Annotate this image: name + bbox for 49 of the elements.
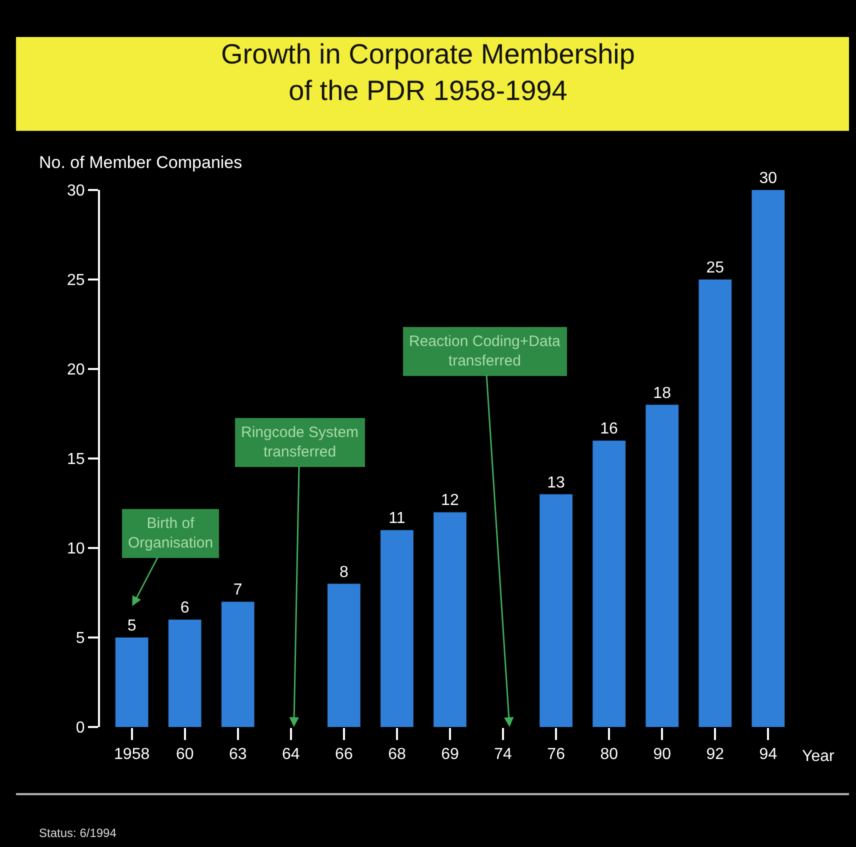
x-tick-label: 60 (176, 746, 194, 764)
annotation: Reaction Coding+Data transferred (409, 333, 562, 370)
x-tick-label: 94 (759, 746, 778, 764)
data-label: 7 (233, 582, 242, 599)
data-label: 30 (759, 170, 778, 187)
x-axis-title: Year (802, 748, 835, 765)
data-label: 12 (441, 492, 459, 510)
y-tick-label: 20 (67, 362, 85, 379)
y-tick-label: 30 (67, 182, 85, 200)
data-label: 8 (339, 564, 348, 581)
y-tick-label: 15 (67, 451, 85, 468)
bar (698, 280, 732, 727)
x-tick-label: 64 (282, 746, 300, 764)
y-tick-label: 0 (76, 720, 85, 737)
y-tick-label: 10 (67, 540, 85, 558)
x-tick-label: 69 (441, 746, 459, 764)
data-label: 11 (388, 510, 406, 528)
data-label: 5 (127, 618, 136, 634)
bar (168, 620, 202, 727)
bar (328, 584, 360, 727)
data-label: 13 (547, 474, 566, 492)
x-tick-label: 74 (494, 746, 512, 764)
x-tick-label: 68 (388, 746, 406, 764)
x-tick-label: 80 (600, 746, 618, 764)
y-axis-title: No. of Member Companies (39, 153, 242, 172)
bar (115, 638, 148, 727)
bar (434, 512, 466, 727)
x-tick-label: 92 (706, 746, 724, 764)
x-tick-label: 63 (228, 746, 247, 764)
bar (646, 404, 679, 727)
data-label: 25 (706, 260, 724, 276)
x-tick-label: 76 (547, 746, 566, 764)
x-tick-label: 90 (653, 746, 672, 764)
bar (592, 440, 626, 727)
annotation: Ringcode System transferred (241, 424, 359, 460)
data-label: 16 (600, 420, 618, 438)
text: Status: 6/1994 (39, 826, 117, 840)
x-tick-label: 66 (335, 746, 353, 764)
bar (752, 190, 785, 727)
bar (221, 602, 254, 727)
bar (380, 530, 414, 727)
chart-title: Growth in Corporate Membership of the PDR 1958-1994 (221, 38, 635, 106)
annotation: Birth of Organisation (128, 515, 214, 552)
x-tick-label: 1958 (114, 746, 150, 764)
data-label: 18 (653, 384, 672, 402)
y-tick-label: 5 (76, 630, 85, 648)
data-label: 6 (180, 600, 190, 617)
y-tick-label: 25 (67, 272, 85, 290)
bar (540, 494, 572, 727)
